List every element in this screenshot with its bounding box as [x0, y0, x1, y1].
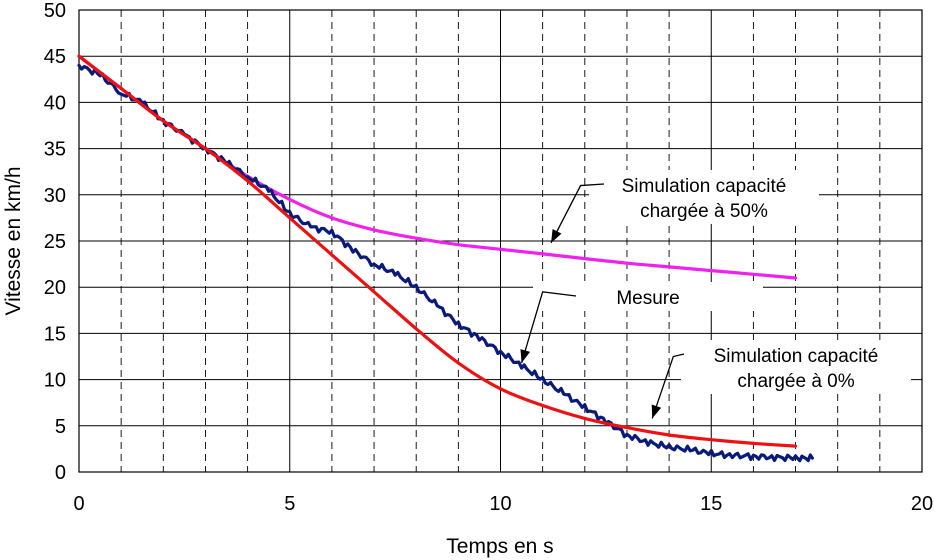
- annotation-text: Mesure: [616, 288, 679, 309]
- annotation-arrow: [520, 291, 577, 364]
- y-tick-label: 45: [44, 46, 66, 68]
- annotation-arrow: [651, 353, 685, 419]
- y-tick-labels: 0 5 10 15 20 25 30 35 40 45 50: [44, 0, 66, 484]
- y-tick-label: 50: [44, 0, 66, 22]
- y-tick-label: 30: [44, 185, 66, 207]
- annotation-arrow: [550, 183, 605, 244]
- y-tick-label: 10: [44, 370, 66, 392]
- y-tick-label: 0: [55, 462, 66, 484]
- annotation: Simulation capacité chargée à 50%: [550, 170, 819, 244]
- x-tick-label: 15: [700, 493, 722, 515]
- annotation-text: Simulation capacité: [714, 346, 879, 367]
- x-tick-label: 20: [911, 493, 933, 515]
- y-tick-label: 5: [55, 416, 66, 438]
- annotation: Mesure: [520, 282, 763, 364]
- series-line: [77, 54, 798, 448]
- annotation: Simulation capacité chargée à 0%: [651, 340, 911, 419]
- y-axis-title: Vitesse en km/h: [2, 166, 25, 315]
- y-tick-label: 25: [44, 231, 66, 253]
- series-lines: [77, 54, 814, 463]
- annotation-arrowhead: [520, 349, 531, 363]
- annotations: Simulation capacité chargée à 50% Mesure Si…: [520, 170, 911, 419]
- annotation-arrowhead: [551, 229, 562, 243]
- annotation-text: chargée à 0%: [737, 371, 854, 392]
- annotation-background: [681, 340, 911, 394]
- x-tick-label: 10: [489, 493, 511, 515]
- x-tick-label: 0: [73, 493, 84, 515]
- y-tick-label: 35: [44, 139, 66, 161]
- grid: [79, 10, 922, 472]
- x-axis-title: Temps en s: [446, 535, 553, 558]
- annotation-background: [589, 170, 819, 224]
- y-tick-label: 15: [44, 323, 66, 345]
- x-tick-label: 5: [284, 493, 295, 515]
- annotation-arrowhead: [651, 404, 662, 419]
- annotation-text: Simulation capacité: [622, 176, 787, 197]
- annotation-text: chargée à 50%: [640, 201, 768, 222]
- x-tick-labels: 0 5 10 15 20: [73, 493, 933, 515]
- y-tick-label: 40: [44, 92, 66, 114]
- plot-frame: [78, 9, 923, 473]
- y-tick-label: 20: [44, 277, 66, 299]
- annotation-background: [533, 282, 763, 311]
